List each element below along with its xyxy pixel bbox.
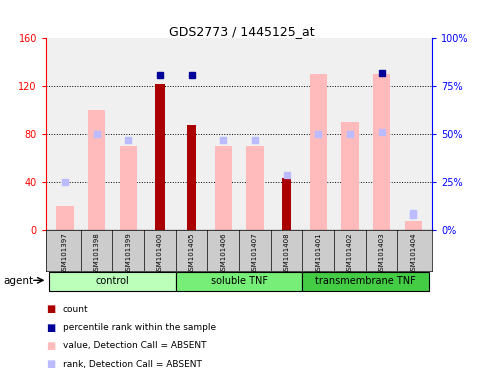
Text: GSM101397: GSM101397	[62, 232, 68, 275]
Bar	[88, 111, 105, 230]
FancyBboxPatch shape	[302, 272, 429, 291]
Bar	[405, 221, 422, 230]
Text: GSM101406: GSM101406	[220, 232, 226, 275]
Text: GSM101407: GSM101407	[252, 232, 258, 275]
Bar	[246, 146, 264, 230]
Bar	[119, 146, 137, 230]
FancyBboxPatch shape	[176, 272, 302, 291]
Text: ■: ■	[46, 323, 55, 333]
Text: ■: ■	[46, 304, 55, 314]
Text: ■: ■	[46, 341, 55, 351]
Text: value, Detection Call = ABSENT: value, Detection Call = ABSENT	[63, 341, 206, 351]
Bar	[56, 207, 73, 230]
Text: count: count	[63, 305, 88, 314]
Bar	[282, 177, 291, 230]
Bar	[214, 146, 232, 230]
Bar	[187, 125, 196, 230]
Text: GSM101408: GSM101408	[284, 232, 290, 275]
Text: control: control	[96, 276, 129, 286]
Text: GSM101399: GSM101399	[125, 232, 131, 275]
Text: rank, Detection Call = ABSENT: rank, Detection Call = ABSENT	[63, 360, 202, 369]
Text: transmembrane TNF: transmembrane TNF	[315, 276, 416, 286]
Text: GSM101404: GSM101404	[410, 232, 416, 275]
Bar	[310, 74, 327, 230]
Text: soluble TNF: soluble TNF	[211, 276, 268, 286]
Bar	[373, 74, 390, 230]
Text: GSM101401: GSM101401	[315, 232, 321, 275]
FancyBboxPatch shape	[49, 272, 176, 291]
Text: GSM101403: GSM101403	[379, 232, 384, 275]
Text: GDS2773 / 1445125_at: GDS2773 / 1445125_at	[169, 25, 314, 38]
Bar	[341, 122, 359, 230]
Text: percentile rank within the sample: percentile rank within the sample	[63, 323, 216, 332]
Text: GSM101405: GSM101405	[188, 232, 195, 275]
Text: agent: agent	[4, 276, 34, 286]
Text: GSM101398: GSM101398	[94, 232, 99, 275]
Bar	[155, 84, 165, 230]
Text: GSM101402: GSM101402	[347, 232, 353, 275]
Text: ■: ■	[46, 359, 55, 369]
Text: GSM101400: GSM101400	[157, 232, 163, 275]
